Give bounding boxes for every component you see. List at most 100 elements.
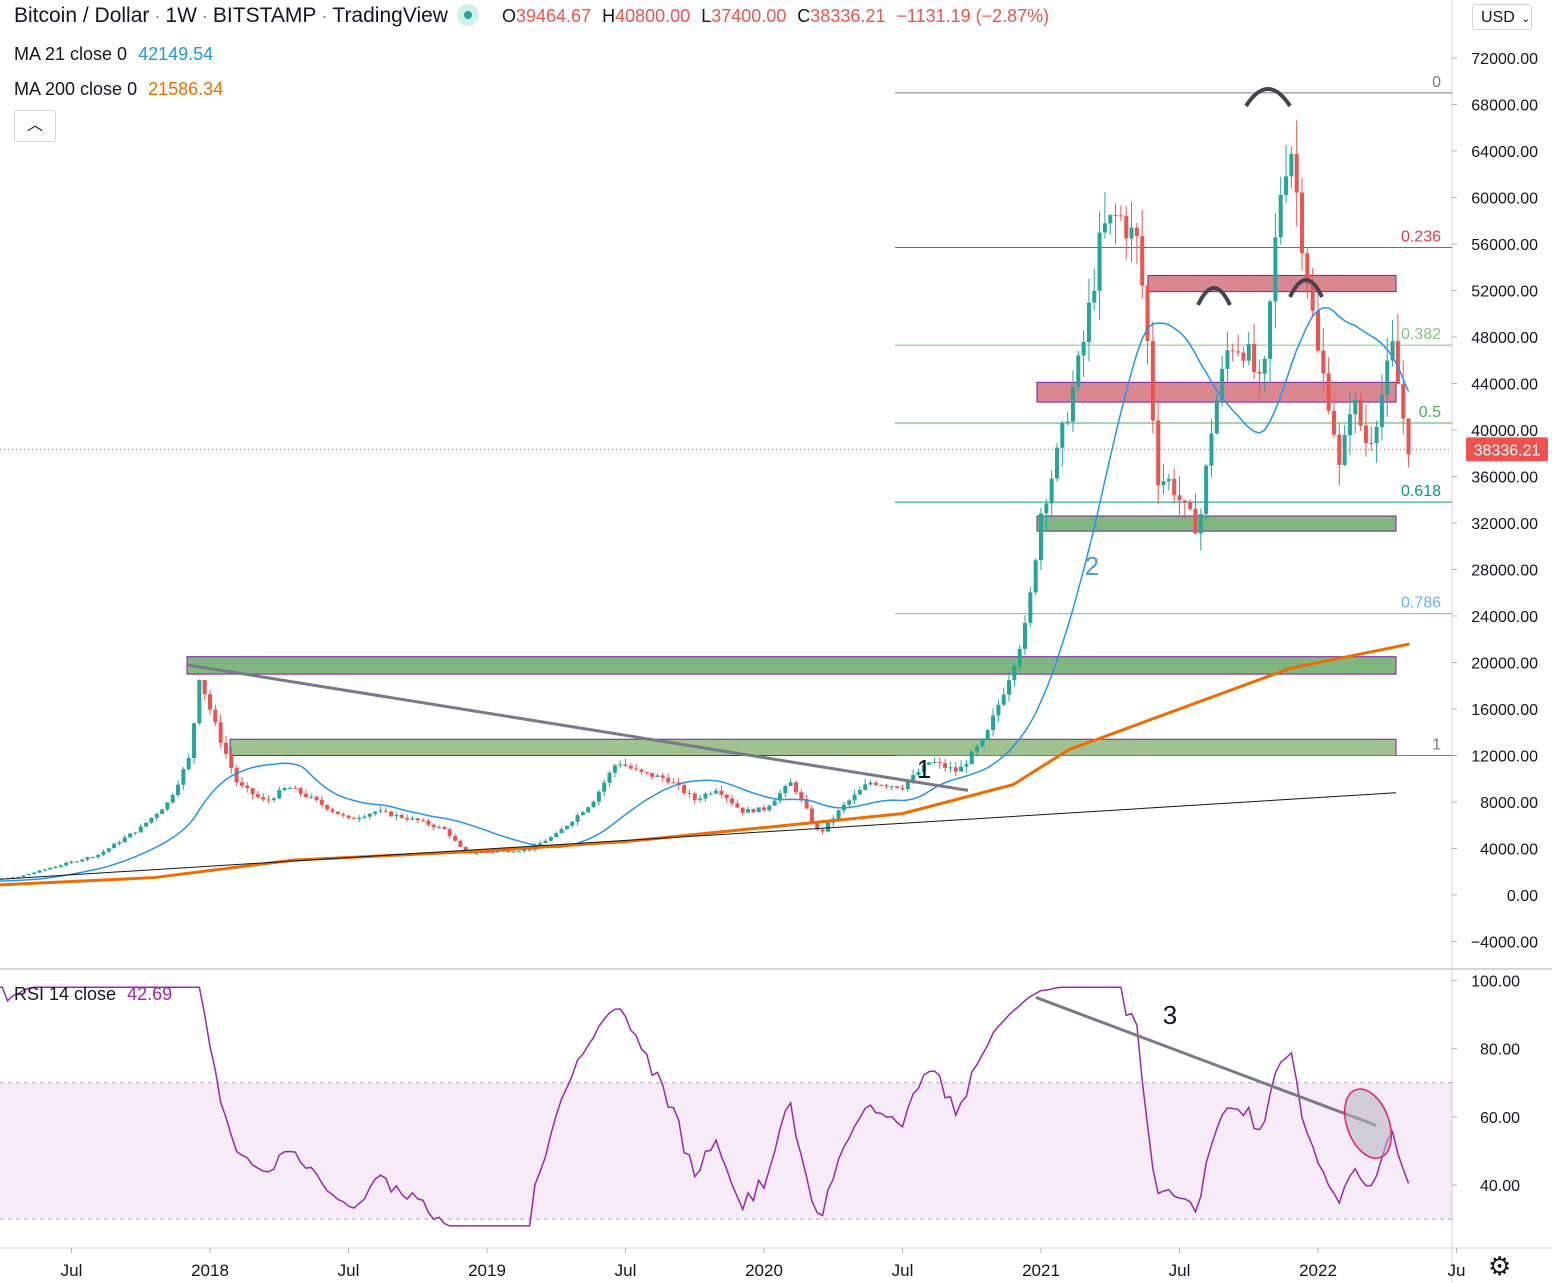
rsi-line: [0, 986, 1410, 1227]
collapse-legend-button[interactable]: ︿: [14, 110, 56, 142]
interval[interactable]: 1W: [165, 4, 197, 27]
rsi-tick-label: 40.00: [1480, 1178, 1520, 1195]
candle-body: [1076, 355, 1081, 387]
rsi-value: 42.69: [127, 984, 173, 1004]
candle-body: [367, 813, 372, 817]
candle-body: [223, 742, 228, 754]
time-tick-label: 2022: [1299, 1261, 1337, 1280]
candle-body: [1086, 302, 1091, 342]
candle-body: [980, 738, 985, 747]
candle-body: [921, 764, 926, 773]
candle-body: [1230, 350, 1235, 352]
candle-body: [138, 826, 143, 833]
time-tick-label: 2020: [745, 1261, 783, 1280]
candle-body: [239, 782, 244, 786]
candle-body: [21, 875, 26, 877]
candle-body: [708, 793, 713, 795]
rsi-legend[interactable]: RSI 14 close 42.69: [14, 984, 172, 1005]
rsi-band: [0, 1082, 1452, 1220]
candle-body: [245, 785, 250, 789]
fib-level-label: 0.5: [1419, 404, 1441, 421]
price-tick-label: 32000.00: [1471, 516, 1538, 533]
candle-body: [714, 790, 719, 794]
gear-icon[interactable]: ⚙: [1488, 1251, 1512, 1281]
candle-body: [453, 836, 458, 841]
candle-body: [1060, 422, 1065, 448]
candle-body: [383, 810, 388, 812]
fib-level-label: 0.236: [1401, 228, 1441, 245]
candle-body: [373, 811, 378, 814]
candle-body: [543, 840, 548, 844]
candle-body: [426, 820, 431, 825]
candle-body: [1033, 560, 1038, 593]
candle-body: [1081, 341, 1086, 356]
candle-body: [1236, 351, 1241, 353]
candle-body: [548, 837, 553, 841]
open-value: 39464.67: [516, 6, 592, 26]
support-zone: [186, 656, 1397, 675]
price-tick-label: 72000.00: [1471, 51, 1538, 68]
rsi-tick-label: 60.00: [1480, 1110, 1520, 1127]
candle-body: [564, 825, 569, 830]
annotation-1: 1: [917, 754, 931, 784]
close-value: 38336.21: [810, 6, 886, 26]
price-tick-label: −4000.00: [1471, 935, 1538, 952]
candle-body: [1044, 503, 1049, 514]
price-tick-label: 16000.00: [1471, 702, 1538, 719]
price-tick-label: 8000.00: [1480, 795, 1538, 812]
currency-select[interactable]: USD ⌄: [1472, 4, 1532, 30]
ma200-legend[interactable]: MA 200 close 0 21586.34: [14, 79, 223, 100]
candle-body: [378, 810, 383, 812]
candle-body: [756, 807, 761, 813]
candle-body: [160, 809, 165, 814]
candle-body: [1363, 425, 1368, 444]
candle-body: [1300, 192, 1305, 254]
candle-body: [1289, 153, 1294, 177]
candle-body: [724, 794, 729, 799]
ma21-legend[interactable]: MA 21 close 0 42149.54: [14, 44, 213, 65]
candle-body: [1225, 350, 1230, 369]
change-value: −1131.19 (−2.87%): [896, 6, 1050, 26]
candle-body: [1177, 495, 1182, 501]
candle-body: [1246, 343, 1251, 361]
candle-body: [522, 849, 527, 852]
candle-body: [618, 764, 623, 766]
candle-body: [655, 775, 660, 777]
time-tick-label: Jul: [615, 1261, 637, 1280]
candle-body: [64, 862, 69, 866]
candle-body: [1278, 194, 1283, 238]
candle-body: [122, 837, 127, 843]
candle-body: [873, 782, 878, 786]
price-tick-label: 60000.00: [1471, 191, 1538, 208]
candle-body: [1321, 350, 1326, 374]
candle-body: [170, 795, 175, 803]
candle-body: [1385, 360, 1390, 395]
price-tick-label: 52000.00: [1471, 284, 1538, 301]
candle-body: [186, 758, 191, 770]
candle-body: [863, 784, 868, 790]
candle-body: [90, 857, 95, 859]
candle-body: [1369, 443, 1374, 445]
candle-body: [1001, 694, 1006, 705]
candle-body: [447, 829, 452, 837]
rsi-tick-label: 80.00: [1480, 1042, 1520, 1059]
candle-body: [394, 814, 399, 817]
time-tick-label: Jul: [892, 1261, 914, 1280]
exchange: BITSTAMP: [212, 4, 317, 27]
candle-body: [399, 814, 404, 818]
candle-body: [1390, 341, 1395, 361]
fib-level-label: 0.618: [1401, 483, 1441, 500]
candle-body: [1054, 447, 1059, 479]
candle-body: [1252, 343, 1257, 372]
chevron-down-icon: ⌄: [1521, 13, 1531, 25]
candle-body: [1012, 665, 1017, 681]
candle-body: [495, 851, 500, 853]
time-tick-label: 2018: [191, 1261, 229, 1280]
candle-body: [554, 833, 559, 838]
candle-body: [32, 872, 37, 875]
price-tick-label: 24000.00: [1471, 609, 1538, 626]
price-tick-label: 40000.00: [1471, 423, 1538, 440]
candle-body: [421, 820, 426, 822]
candle-body: [804, 799, 809, 809]
